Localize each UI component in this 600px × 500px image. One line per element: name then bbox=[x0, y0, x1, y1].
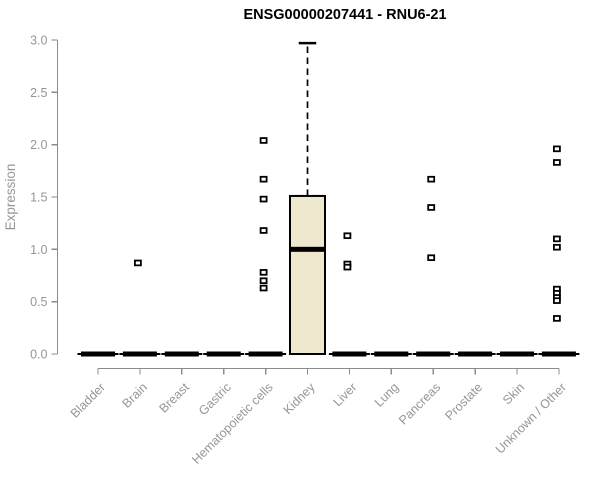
outlier-point bbox=[553, 243, 561, 251]
outlier-point bbox=[553, 315, 561, 322]
category-label: Gastric bbox=[196, 380, 234, 418]
category-label: Unknown / Other bbox=[493, 380, 569, 456]
outlier-point bbox=[343, 232, 352, 240]
outlier-point bbox=[553, 235, 561, 243]
category-label: Kidney bbox=[281, 380, 318, 417]
median-line bbox=[332, 351, 367, 357]
outlier-point bbox=[553, 159, 561, 166]
median-line bbox=[164, 351, 199, 357]
y-tick-label: 1.0 bbox=[30, 243, 47, 257]
median-line bbox=[290, 246, 325, 252]
category-label: Bladder bbox=[68, 380, 108, 420]
y-axis-title: Expression bbox=[3, 164, 18, 231]
category-label: Hematopoietic cells bbox=[189, 380, 276, 467]
median-line bbox=[458, 351, 493, 357]
y-tick-label: 2.0 bbox=[30, 138, 47, 152]
median-line bbox=[500, 351, 534, 357]
outlier-point bbox=[259, 269, 268, 276]
median-line bbox=[541, 351, 576, 357]
outlier-point bbox=[259, 175, 268, 183]
category-label: Liver bbox=[330, 380, 359, 409]
median-line bbox=[374, 351, 409, 357]
outlier-point bbox=[553, 297, 561, 304]
outlier-point bbox=[259, 195, 268, 203]
category-label: Lung bbox=[372, 380, 402, 410]
category-label: Brain bbox=[119, 380, 150, 411]
category-label: Pancreas bbox=[396, 380, 443, 427]
median-line bbox=[206, 351, 241, 357]
outlier-point bbox=[427, 175, 436, 183]
outlier-point bbox=[259, 284, 268, 292]
outlier-point bbox=[259, 227, 268, 234]
y-tick-label: 0.5 bbox=[30, 295, 47, 309]
outlier-point bbox=[427, 254, 436, 262]
outlier-point bbox=[133, 259, 142, 267]
box bbox=[289, 194, 326, 355]
median-line bbox=[81, 351, 115, 357]
median-line bbox=[416, 351, 451, 357]
y-tick-label: 2.5 bbox=[30, 86, 47, 100]
chart-title: ENSG00000207441 - RNU6-21 bbox=[243, 7, 447, 23]
y-tick-label: 3.0 bbox=[30, 33, 47, 47]
outlier-point bbox=[553, 145, 561, 153]
outlier-point bbox=[259, 137, 268, 144]
median-line bbox=[122, 351, 157, 357]
median-line bbox=[248, 351, 283, 357]
category-label: Skin bbox=[500, 380, 527, 407]
y-tick-label: 1.5 bbox=[30, 190, 47, 204]
outlier-point bbox=[427, 204, 436, 211]
category-label: Prostate bbox=[442, 380, 485, 423]
y-tick-label: 0.0 bbox=[30, 348, 47, 362]
outlier-point bbox=[343, 263, 352, 271]
category-label: Breast bbox=[156, 380, 192, 416]
outlier-point bbox=[259, 277, 268, 285]
